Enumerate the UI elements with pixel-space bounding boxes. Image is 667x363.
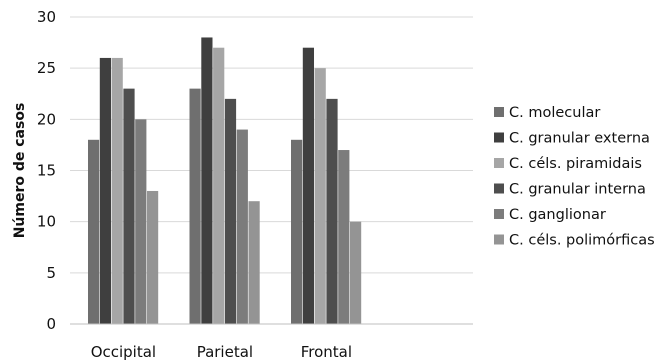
y-tick-label: 10 — [37, 213, 56, 231]
y-tick-label: 15 — [37, 162, 56, 180]
y-axis-ticks: 0 5 10 15 20 25 30 — [37, 8, 56, 333]
bar — [314, 68, 326, 325]
bar — [350, 221, 362, 324]
bars — [88, 37, 362, 325]
legend-swatch — [494, 209, 504, 219]
x-category-label: Frontal — [301, 343, 352, 361]
legend-swatch — [494, 132, 504, 143]
bar — [224, 98, 237, 324]
legend: C. molecular C. granular externa C. céls. … — [494, 105, 655, 249]
x-axis-labels: Occipital Parietal Frontal — [91, 343, 352, 361]
legend-label: C. molecular — [509, 105, 600, 121]
x-category-label: Parietal — [197, 343, 253, 361]
bar — [201, 37, 213, 324]
y-tick-label: 30 — [37, 8, 56, 26]
bar — [88, 139, 100, 324]
bar — [147, 190, 159, 324]
bar — [213, 47, 225, 324]
legend-label: C. ganglionar — [509, 207, 606, 223]
bar — [135, 119, 147, 324]
bar — [236, 129, 248, 324]
legend-swatch — [494, 158, 504, 168]
bar — [302, 47, 314, 324]
legend-swatch — [494, 234, 504, 245]
bar — [99, 57, 111, 324]
bar — [338, 150, 350, 324]
legend-swatch — [494, 183, 504, 194]
legend-label: C. céls. piramidais — [509, 156, 642, 172]
y-tick-label: 25 — [37, 59, 56, 77]
legend-label: C. granular externa — [509, 131, 650, 147]
legend-label: C. granular interna — [509, 182, 646, 198]
y-tick-label: 20 — [37, 110, 56, 128]
y-tick-label: 5 — [46, 264, 56, 282]
legend-swatch — [494, 107, 504, 117]
bar — [189, 88, 201, 324]
bar — [291, 139, 303, 324]
bar — [123, 88, 135, 324]
bar — [248, 201, 260, 324]
bar — [326, 98, 338, 324]
y-axis-title: Número de casos — [12, 103, 28, 239]
x-category-label: Occipital — [91, 343, 156, 361]
bar — [111, 57, 123, 324]
legend-label: C. céls. polimórficas — [509, 233, 655, 249]
y-tick-label: 0 — [46, 315, 56, 333]
